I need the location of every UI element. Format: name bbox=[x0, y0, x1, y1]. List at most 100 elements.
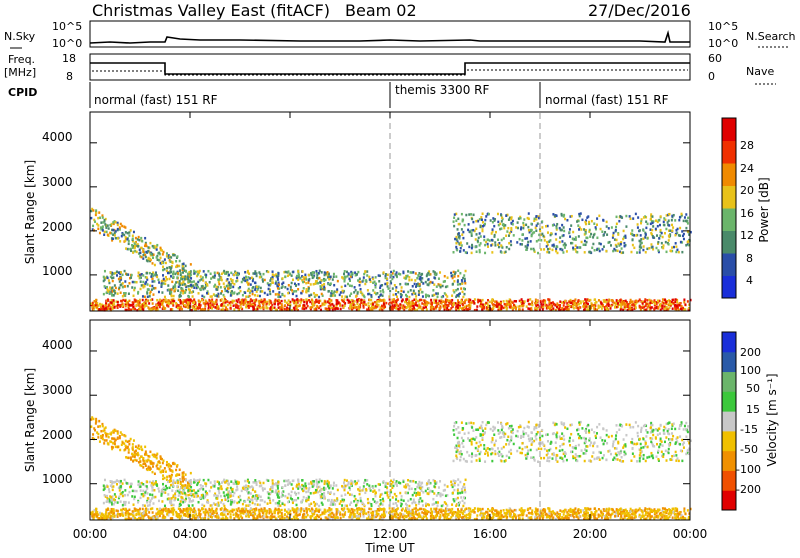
power-point bbox=[600, 302, 602, 305]
power-point bbox=[363, 306, 365, 309]
power-point bbox=[615, 229, 617, 232]
power-point bbox=[598, 215, 600, 218]
power-point bbox=[687, 217, 689, 220]
power-point bbox=[142, 257, 144, 260]
power-point bbox=[396, 296, 398, 299]
power-point bbox=[317, 306, 319, 309]
power-point bbox=[463, 293, 465, 296]
power-point bbox=[315, 299, 317, 302]
power-point bbox=[413, 290, 415, 293]
power-point bbox=[536, 224, 538, 227]
power-point bbox=[132, 237, 134, 240]
power-point bbox=[218, 283, 220, 286]
power-point bbox=[369, 307, 371, 310]
power-point bbox=[630, 251, 632, 254]
power-point bbox=[339, 294, 341, 297]
power-point bbox=[479, 232, 481, 235]
power-point bbox=[233, 283, 235, 286]
power-point bbox=[303, 308, 305, 311]
velocity-point bbox=[268, 512, 270, 515]
power-point bbox=[611, 226, 613, 229]
power-point bbox=[453, 302, 455, 305]
velocity-point bbox=[317, 515, 319, 518]
power-point bbox=[459, 250, 461, 253]
power-point bbox=[176, 276, 178, 279]
power-point bbox=[606, 221, 608, 224]
power-point bbox=[624, 245, 626, 248]
power-point bbox=[671, 219, 673, 222]
power-point bbox=[164, 283, 166, 286]
power-point bbox=[685, 244, 687, 247]
power-point bbox=[591, 304, 593, 307]
velocity-point bbox=[510, 509, 512, 512]
power-point bbox=[329, 304, 331, 307]
power-point bbox=[367, 289, 369, 292]
power-point bbox=[489, 239, 491, 242]
velocity-point bbox=[138, 513, 140, 516]
power-point bbox=[588, 221, 590, 224]
power-cbar-tick-20: 20 bbox=[740, 184, 754, 197]
power-point bbox=[138, 271, 140, 274]
power-point bbox=[407, 270, 409, 273]
power-point bbox=[392, 287, 394, 290]
power-point bbox=[149, 242, 151, 245]
power-point bbox=[145, 300, 147, 303]
velocity-point bbox=[504, 512, 506, 515]
velocity-point bbox=[319, 514, 321, 517]
power-point bbox=[421, 273, 423, 276]
power-point bbox=[451, 299, 453, 302]
power-point bbox=[482, 221, 484, 224]
power-point bbox=[652, 225, 654, 228]
power-point bbox=[409, 308, 411, 311]
power-point bbox=[357, 292, 359, 295]
power-point bbox=[247, 301, 249, 304]
power-point bbox=[167, 299, 169, 302]
power-point bbox=[352, 302, 354, 305]
velocity-point bbox=[482, 508, 484, 511]
power-point bbox=[483, 235, 485, 238]
power-point bbox=[306, 288, 308, 291]
power-point bbox=[408, 279, 410, 282]
power-point bbox=[138, 239, 140, 242]
power-point bbox=[622, 251, 624, 254]
power-point bbox=[475, 220, 477, 223]
power-point bbox=[201, 299, 203, 302]
power-point bbox=[675, 242, 677, 245]
power-point bbox=[453, 220, 455, 223]
power-point bbox=[520, 228, 522, 231]
power-point bbox=[455, 289, 457, 292]
power-point bbox=[408, 299, 410, 302]
power-point bbox=[277, 296, 279, 299]
power-point bbox=[199, 288, 201, 291]
power-point bbox=[254, 288, 256, 291]
velocity-point bbox=[281, 512, 283, 515]
power-point bbox=[631, 239, 633, 242]
power-point bbox=[221, 298, 223, 301]
power-point bbox=[251, 277, 253, 280]
power-point bbox=[411, 279, 413, 282]
power-point bbox=[341, 295, 343, 298]
power-point bbox=[360, 291, 362, 294]
power-point bbox=[676, 300, 678, 303]
power-point bbox=[641, 218, 643, 221]
power-point bbox=[343, 306, 345, 309]
power-point bbox=[384, 306, 386, 309]
velocity-point bbox=[167, 508, 169, 511]
power-point bbox=[583, 228, 585, 231]
power-point bbox=[123, 234, 125, 237]
power-point bbox=[491, 299, 493, 302]
nave-label: Nave bbox=[746, 65, 774, 78]
power-point bbox=[546, 251, 548, 254]
power-point bbox=[580, 228, 582, 231]
power-point bbox=[432, 289, 434, 292]
velocity-point bbox=[438, 509, 440, 512]
power-point bbox=[310, 274, 312, 277]
power-point bbox=[460, 241, 462, 244]
power-point bbox=[415, 272, 417, 275]
velocity-point bbox=[561, 510, 563, 512]
power-point bbox=[281, 307, 283, 310]
velocity-point bbox=[256, 517, 258, 520]
power-point bbox=[544, 301, 546, 304]
power-point bbox=[184, 283, 186, 286]
power-point bbox=[342, 300, 344, 303]
